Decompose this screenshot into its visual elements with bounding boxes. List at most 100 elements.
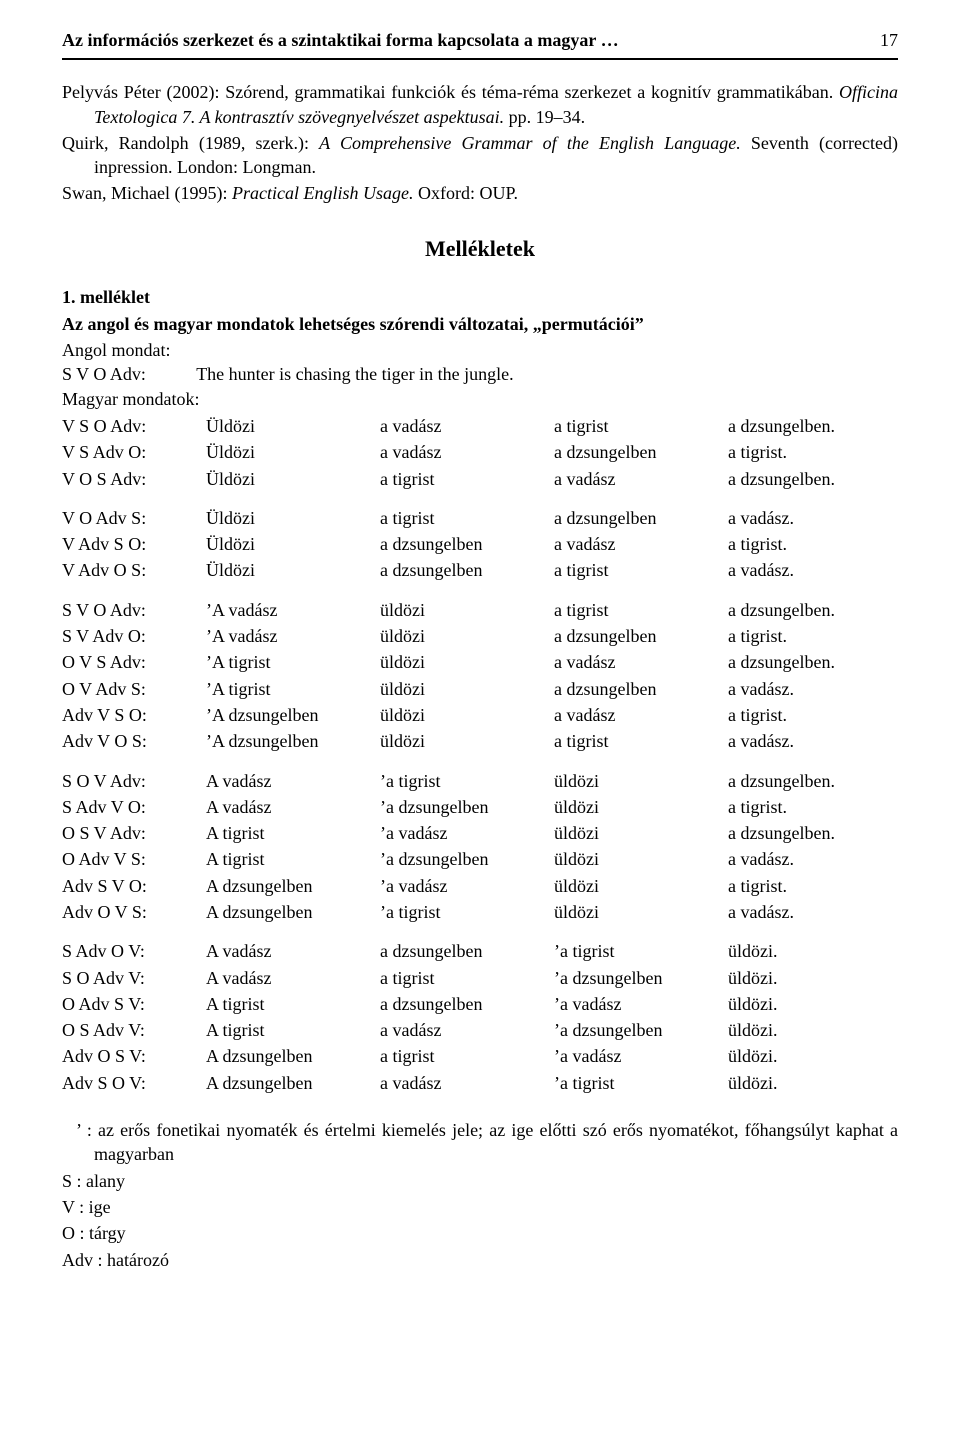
appendix-number: 1. melléklet — [62, 285, 898, 309]
appendix-subtitle: Az angol és magyar mondatok lehetséges s… — [62, 312, 898, 336]
pattern-cell: V S O Adv: — [62, 413, 206, 439]
word-cell: a dzsungelben — [380, 925, 554, 964]
table-row: S Adv V O:A vadász’a dzsungelbenüldözia … — [62, 794, 898, 820]
word-cell: üldözi — [554, 820, 728, 846]
table-row: V O Adv S:Üldözia tigrista dzsungelbena … — [62, 492, 898, 531]
word-cell: üldözi. — [728, 1070, 898, 1096]
page-number: 17 — [856, 28, 898, 52]
legend-line: S : alany — [62, 1169, 898, 1193]
word-cell: a tigrist — [380, 466, 554, 492]
pattern-cell: V S Adv O: — [62, 439, 206, 465]
word-cell: üldözi — [554, 755, 728, 794]
pattern-cell: O Adv V S: — [62, 846, 206, 872]
word-cell: üldözi. — [728, 965, 898, 991]
pattern-cell: S O Adv V: — [62, 965, 206, 991]
english-label: Angol mondat: — [62, 338, 898, 362]
table-row: S V O Adv:’A vadászüldözia tigrista dzsu… — [62, 584, 898, 623]
word-cell: üldözi. — [728, 991, 898, 1017]
word-cell: A dzsungelben — [206, 873, 380, 899]
word-cell: a vadász — [554, 466, 728, 492]
word-cell: ’A vadász — [206, 623, 380, 649]
table-row: Adv O S V:A dzsungelbena tigrist’a vadás… — [62, 1043, 898, 1069]
word-cell: ’a vadász — [380, 820, 554, 846]
word-cell: Üldözi — [206, 557, 380, 583]
word-cell: A vadász — [206, 794, 380, 820]
table-row: S O V Adv:A vadász’a tigristüldözia dzsu… — [62, 755, 898, 794]
pattern-cell: V O S Adv: — [62, 466, 206, 492]
table-row: O S Adv V:A tigrista vadász’a dzsungelbe… — [62, 1017, 898, 1043]
word-cell: üldözi — [554, 873, 728, 899]
word-cell: Üldözi — [206, 466, 380, 492]
word-cell: A vadász — [206, 755, 380, 794]
word-cell: ’A tigrist — [206, 676, 380, 702]
word-cell: üldözi — [380, 584, 554, 623]
pattern-cell: Adv S O V: — [62, 1070, 206, 1096]
word-cell: ’a tigrist — [380, 899, 554, 925]
pattern-cell: O S V Adv: — [62, 820, 206, 846]
word-cell: A dzsungelben — [206, 1070, 380, 1096]
word-cell: A dzsungelben — [206, 899, 380, 925]
word-cell: a vadász. — [728, 492, 898, 531]
legend-line: ’ : az erős fonetikai nyomaték és értelm… — [62, 1118, 898, 1167]
legend-line: Adv : határozó — [62, 1248, 898, 1272]
word-cell: A tigrist — [206, 846, 380, 872]
table-row: O V Adv S:’A tigristüldözia dzsungelbena… — [62, 676, 898, 702]
word-cell: a dzsungelben — [554, 492, 728, 531]
word-cell: A dzsungelben — [206, 1043, 380, 1069]
word-cell: a dzsungelben — [554, 623, 728, 649]
pattern-cell: O S Adv V: — [62, 1017, 206, 1043]
word-cell: ’A vadász — [206, 584, 380, 623]
word-cell: ’A tigrist — [206, 649, 380, 675]
pattern-cell: O Adv S V: — [62, 991, 206, 1017]
hungarian-label: Magyar mondatok: — [62, 387, 898, 411]
table-row: O Adv V S:A tigrist’a dzsungelbenüldözia… — [62, 846, 898, 872]
table-row: Adv S O V:A dzsungelbena vadász’a tigris… — [62, 1070, 898, 1096]
word-cell: a dzsungelben — [554, 676, 728, 702]
word-cell: A tigrist — [206, 991, 380, 1017]
table-row: V S O Adv:Üldözia vadásza tigrista dzsun… — [62, 413, 898, 439]
word-cell: ’a vadász — [554, 991, 728, 1017]
running-title: Az információs szerkezet és a szintaktik… — [62, 28, 856, 52]
word-cell: Üldözi — [206, 413, 380, 439]
word-cell: a vadász — [554, 702, 728, 728]
word-cell: a tigrist. — [728, 531, 898, 557]
appendix-title: Mellékletek — [62, 234, 898, 264]
pattern-cell: V Adv O S: — [62, 557, 206, 583]
word-cell: A tigrist — [206, 1017, 380, 1043]
word-cell: ’a dzsungelben — [380, 794, 554, 820]
word-cell: a tigrist. — [728, 439, 898, 465]
pattern-cell: S Adv V O: — [62, 794, 206, 820]
word-cell: a tigrist. — [728, 873, 898, 899]
pattern-cell: Adv O S V: — [62, 1043, 206, 1069]
table-row: V Adv S O:Üldözia dzsungelbena vadásza t… — [62, 531, 898, 557]
pattern-cell: S O V Adv: — [62, 755, 206, 794]
pattern-cell: Adv V S O: — [62, 702, 206, 728]
word-cell: Üldözi — [206, 439, 380, 465]
pattern-cell: S V Adv O: — [62, 623, 206, 649]
pattern-cell: O V S Adv: — [62, 649, 206, 675]
table-row: Adv O V S:A dzsungelben’a tigristüldözia… — [62, 899, 898, 925]
legend-line: O : tárgy — [62, 1221, 898, 1245]
word-cell: A vadász — [206, 925, 380, 964]
word-cell: üldözi — [380, 623, 554, 649]
word-cell: a vadász — [380, 1017, 554, 1043]
word-cell: üldözi. — [728, 1017, 898, 1043]
legend-block: ’ : az erős fonetikai nyomaték és értelm… — [62, 1118, 898, 1272]
english-pattern: S V O Adv: — [62, 362, 192, 386]
word-cell: a vadász. — [728, 846, 898, 872]
pattern-cell: S Adv O V: — [62, 925, 206, 964]
word-cell: üldözi — [380, 649, 554, 675]
word-cell: a tigrist — [554, 728, 728, 754]
word-cell: a tigrist — [554, 584, 728, 623]
word-cell: A tigrist — [206, 820, 380, 846]
reference-item: Swan, Michael (1995): Practical English … — [62, 181, 898, 205]
word-cell: üldözi — [554, 846, 728, 872]
word-cell: üldözi — [554, 794, 728, 820]
word-cell: üldözi — [380, 676, 554, 702]
word-cell: a dzsungelben. — [728, 466, 898, 492]
pattern-cell: Adv O V S: — [62, 899, 206, 925]
pattern-cell: Adv S V O: — [62, 873, 206, 899]
word-cell: Üldözi — [206, 492, 380, 531]
word-cell: a tigrist — [380, 965, 554, 991]
running-head: Az információs szerkezet és a szintaktik… — [62, 28, 898, 60]
